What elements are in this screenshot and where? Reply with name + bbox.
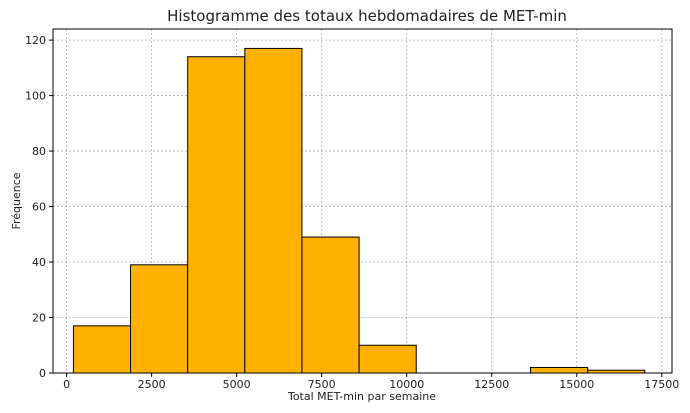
histogram-bar xyxy=(244,47,303,374)
y-tick-label: 60 xyxy=(32,201,46,214)
x-tick-label: 17500 xyxy=(644,378,679,391)
y-tick-label: 80 xyxy=(32,145,46,158)
y-tick-label: 20 xyxy=(32,312,46,325)
x-tick-label: 10000 xyxy=(389,378,424,391)
x-tick-label: 12500 xyxy=(474,378,509,391)
x-tick-label: 5000 xyxy=(223,378,251,391)
y-tick-label: 0 xyxy=(39,367,46,380)
axes-layer: 0 2500 5000 7500 10000 12500 15000 17500 0 20 40 60… xyxy=(25,28,679,391)
histogram-bar xyxy=(358,344,417,374)
y-tick-label: 120 xyxy=(25,34,46,47)
x-tick-label: 2500 xyxy=(138,378,166,391)
x-axis-label: Total MET-min par semaine xyxy=(287,390,436,403)
histogram-bar xyxy=(72,325,132,374)
histogram-bar xyxy=(187,56,246,374)
x-tick-label: 15000 xyxy=(559,378,594,391)
x-tick-label: 7500 xyxy=(308,378,336,391)
y-axis-label: Fréquence xyxy=(10,172,23,229)
chart-title: Histogramme des totaux hebdomadaires de … xyxy=(167,7,567,25)
bars-layer xyxy=(72,47,646,374)
x-tick-label: 0 xyxy=(63,378,70,391)
histogram-bar xyxy=(301,236,360,374)
y-tick-label: 40 xyxy=(32,256,46,269)
histogram-bar xyxy=(530,366,589,374)
plot-frame xyxy=(52,28,673,374)
y-tick-label: 100 xyxy=(25,90,46,103)
histogram-bar xyxy=(130,264,189,374)
